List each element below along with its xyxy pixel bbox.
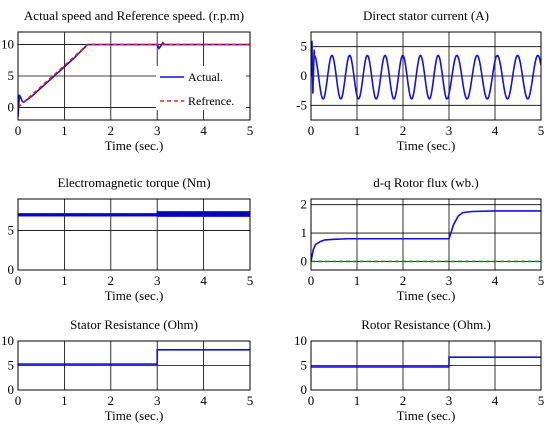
chart-title: Rotor Resistance (Ohm.) (361, 317, 491, 332)
legend-label: Actual. (188, 70, 223, 84)
x-tick-label: 4 (200, 123, 207, 138)
x-axis-label: Time (sec.) (105, 138, 164, 153)
series-line (18, 349, 250, 365)
x-tick-label: 5 (247, 393, 254, 408)
x-tick-label: 3 (446, 123, 453, 138)
x-tick-label: 4 (492, 273, 499, 288)
x-tick-label: 0 (15, 273, 22, 288)
plot-frame (17, 198, 251, 271)
y-tick-label: -5 (296, 97, 307, 112)
plot-frame (310, 31, 542, 121)
chart-rotor-resistance: 0 1 2 3 4 5 0 5 10 Rotor Resistance (Ohm.) Time (s… (294, 317, 544, 423)
y-tick-label: 5 (8, 68, 15, 83)
series-line (311, 356, 541, 368)
series-line (311, 40, 541, 100)
x-tick-label: 1 (61, 273, 68, 288)
x-tick-label: 3 (446, 273, 453, 288)
plot-frame (17, 340, 251, 391)
plot-frame (310, 198, 542, 271)
chart-title: Direct stator current (A) (363, 8, 489, 23)
y-tick-label: 2 (301, 197, 308, 212)
x-tick-label: 2 (108, 393, 115, 408)
x-tick-label: 2 (400, 123, 407, 138)
x-tick-label: 0 (15, 393, 22, 408)
x-tick-label: 3 (154, 273, 161, 288)
y-tick-label: 0 (8, 382, 15, 397)
y-tick-label: 0 (301, 68, 308, 83)
chart-title: Electromagnetic torque (Nm) (57, 175, 210, 190)
x-tick-label: 5 (247, 123, 254, 138)
legend: Actual. Refrence. (156, 66, 246, 110)
x-tick-label: 4 (492, 393, 499, 408)
x-tick-label: 0 (308, 273, 315, 288)
x-tick-label: 1 (354, 123, 361, 138)
x-tick-label: 4 (200, 273, 207, 288)
x-tick-label: 0 (15, 123, 22, 138)
series-line (311, 210, 541, 262)
y-tick-label: 0 (301, 382, 308, 397)
x-tick-label: 5 (247, 273, 254, 288)
chart-torque: 0 1 2 3 4 5 0 5 Electromagnetic torque (Nm) Time … (8, 175, 254, 303)
plot-frame (17, 31, 251, 121)
x-tick-label: 3 (154, 393, 161, 408)
x-tick-label: 4 (492, 123, 499, 138)
chart-speed: 0 1 2 3 4 5 0 5 10 Actual speed and Reference spe… (1, 8, 253, 153)
series-line-refrence (18, 43, 250, 109)
x-tick-label: 2 (400, 273, 407, 288)
legend-label: Refrence. (188, 94, 234, 108)
y-tick-label: 0 (301, 253, 308, 268)
x-tick-label: 1 (354, 273, 361, 288)
chart-stator-resistance: 0 1 2 3 4 5 0 5 10 Stator Resistance (Ohm) Time (s… (1, 317, 253, 423)
x-tick-label: 4 (200, 393, 207, 408)
x-tick-label: 2 (108, 273, 115, 288)
y-tick-label: 5 (301, 39, 308, 54)
chart-title: d-q Rotor flux (wb.) (373, 175, 478, 190)
y-tick-label: 0 (8, 99, 15, 114)
x-axis-label: Time (sec.) (397, 288, 456, 303)
x-tick-label: 5 (538, 273, 545, 288)
x-axis-label: Time (sec.) (105, 408, 164, 423)
x-axis-label: Time (sec.) (397, 408, 456, 423)
x-tick-label: 3 (446, 393, 453, 408)
x-axis-label: Time (sec.) (397, 138, 456, 153)
plot-frame (310, 340, 542, 391)
y-tick-label: 5 (8, 223, 15, 238)
x-axis-label: Time (sec.) (105, 288, 164, 303)
chart-title: Actual speed and Reference speed. (r.p.m… (24, 8, 244, 23)
x-tick-label: 1 (61, 123, 68, 138)
x-tick-label: 1 (354, 393, 361, 408)
y-tick-label: 5 (301, 358, 308, 373)
x-tick-label: 1 (61, 393, 68, 408)
x-tick-label: 5 (538, 123, 545, 138)
x-tick-label: 2 (400, 393, 407, 408)
x-tick-label: 2 (108, 123, 115, 138)
y-tick-label: 0 (8, 262, 15, 277)
x-tick-label: 0 (308, 123, 315, 138)
x-tick-label: 0 (308, 393, 315, 408)
y-tick-label: 10 (294, 333, 307, 348)
chart-rotor-flux: 0 1 2 3 4 5 0 1 2 d-q Rotor flux (wb.) Time (sec.) (301, 175, 545, 303)
y-tick-label: 10 (1, 37, 14, 52)
x-tick-label: 5 (538, 393, 545, 408)
y-tick-label: 1 (301, 225, 308, 240)
chart-title: Stator Resistance (Ohm) (70, 317, 198, 332)
x-tick-label: 3 (154, 123, 161, 138)
y-tick-label: 10 (1, 333, 14, 348)
y-tick-label: 5 (8, 358, 15, 373)
